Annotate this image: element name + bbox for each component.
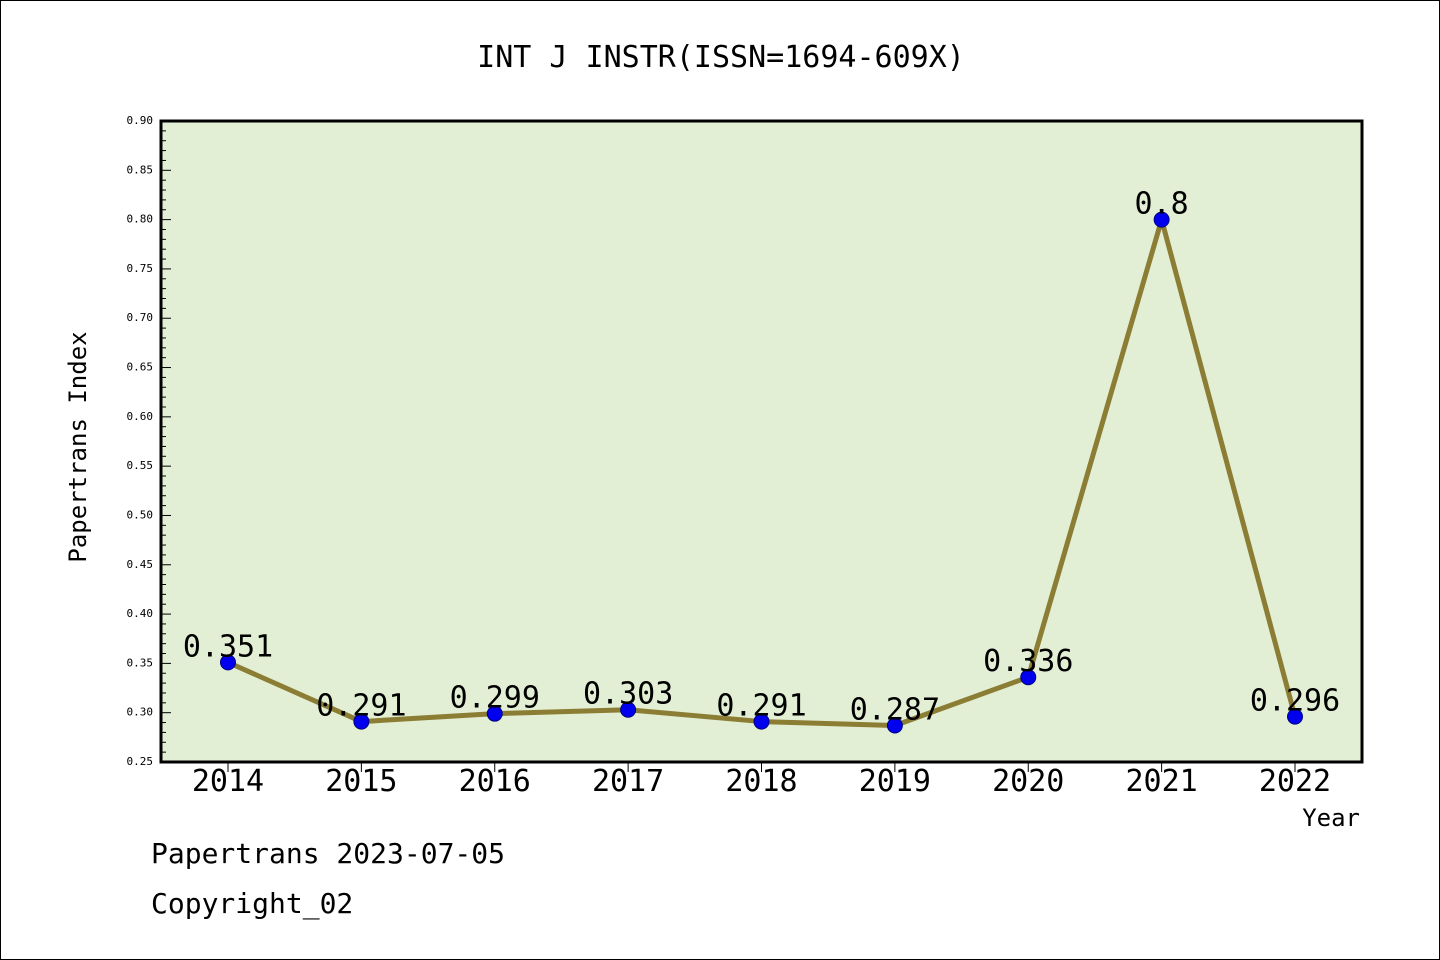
x-tick-label: 2019: [859, 764, 931, 799]
y-tick-label: 0.30: [127, 706, 154, 719]
x-tick-label: 2018: [725, 764, 797, 799]
y-tick-label: 0.70: [127, 311, 154, 324]
x-tick-label: 2015: [325, 764, 397, 799]
series-papertrans-index: 0.351 0.291 0.299 0.303 0.291 0.287 0.336 0.8 0.…: [183, 187, 1340, 734]
y-tick-label: 0.55: [127, 459, 154, 472]
y-tick-label: 0.60: [127, 410, 154, 423]
y-tick-label: 0.80: [127, 213, 154, 226]
y-axis-ticks: 0.25 0.30 0.35 0.40 0.45 0.50 0.55 0.60 0.65 0.70…: [127, 114, 171, 768]
y-tick-label: 0.85: [127, 163, 154, 176]
data-label: 0.291: [316, 689, 406, 724]
y-tick-label: 0.65: [127, 361, 154, 374]
data-label: 0.291: [716, 689, 806, 724]
y-axis-label: Papertrans Index: [64, 331, 92, 562]
data-label: 0.287: [850, 693, 940, 728]
x-axis-ticks: 2014 2015 2016 2017 2018 2019 2020 2021 2022: [192, 762, 1331, 799]
data-point: [753, 713, 770, 730]
x-tick-label: 2017: [592, 764, 664, 799]
data-label: 0.8: [1135, 187, 1189, 222]
x-tick-label: 2022: [1259, 764, 1331, 799]
x-tick-label: 2016: [459, 764, 531, 799]
y-tick-label: 0.40: [127, 607, 154, 620]
y-tick-label: 0.25: [127, 755, 154, 768]
x-axis-label: Year: [1302, 804, 1360, 832]
y-tick-label: 0.50: [127, 508, 154, 521]
y-tick-label: 0.35: [127, 656, 154, 669]
data-point: [486, 705, 503, 722]
data-point: [1153, 211, 1170, 228]
x-tick-label: 2014: [192, 764, 264, 799]
data-point: [886, 717, 903, 734]
y-tick-label: 0.75: [127, 262, 154, 275]
data-label: 0.296: [1250, 684, 1340, 719]
chart-title: INT J INSTR(ISSN=1694-609X): [477, 40, 965, 75]
data-point: [620, 701, 637, 718]
data-label: 0.299: [450, 681, 540, 716]
data-label: 0.336: [983, 644, 1073, 679]
x-tick-label: 2020: [992, 764, 1064, 799]
data-label: 0.303: [583, 677, 673, 712]
data-point: [1020, 669, 1037, 686]
data-label: 0.351: [183, 629, 273, 664]
data-point: [1287, 708, 1303, 725]
data-point: [353, 713, 370, 730]
y-tick-label: 0.45: [127, 558, 154, 571]
y-tick-label: 0.90: [127, 114, 154, 127]
footer-date: Papertrans 2023-07-05: [151, 837, 506, 870]
data-point: [220, 654, 236, 671]
footer-copyright: Copyright_02: [151, 887, 354, 920]
x-tick-label: 2021: [1126, 764, 1198, 799]
